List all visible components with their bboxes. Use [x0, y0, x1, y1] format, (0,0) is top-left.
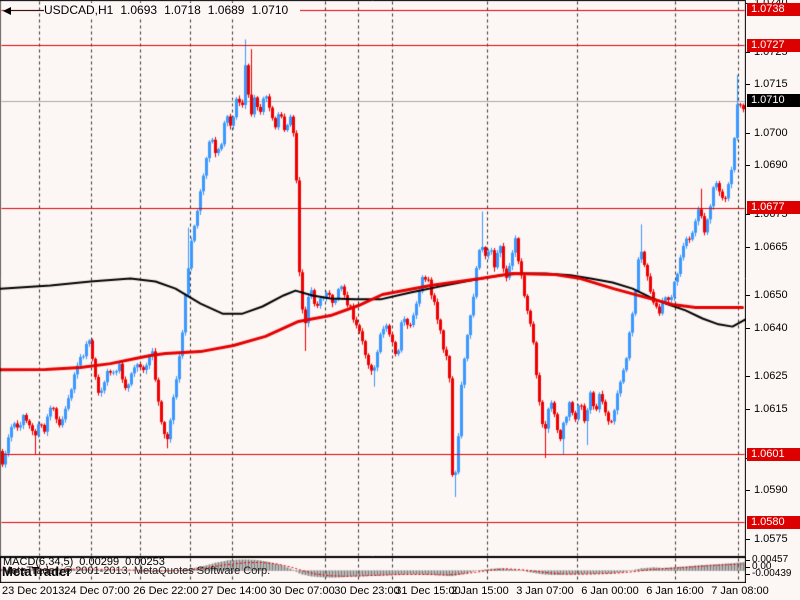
time-axis-label: 6 Jan 16:00 — [646, 585, 704, 597]
price-tick-label: 1.0690 — [754, 159, 788, 171]
time-axis-label: 31 Dec 15:00 — [395, 585, 461, 597]
macd-axis-label: -0.00439 — [752, 568, 792, 579]
watermark-brand: MetaTrader — [2, 564, 72, 579]
time-axis-label: 27 Dec 14:00 — [201, 585, 267, 597]
ohlc-close: 1.0710 — [251, 3, 289, 17]
price-tick-mark — [746, 490, 750, 491]
price-level-badge: 1.0580 — [747, 516, 800, 529]
price-level-badge: 1.0601 — [747, 448, 800, 461]
price-tick-mark — [746, 214, 750, 215]
ohlc-low: 1.0689 — [207, 3, 245, 17]
price-tick-mark — [746, 165, 750, 166]
time-axis-label: 3 Jan 07:00 — [516, 585, 574, 597]
time-axis-label: 6 Jan 00:00 — [581, 585, 639, 597]
time-axis-label: 30 Dec 23:00 — [334, 585, 400, 597]
price-tick-mark — [746, 133, 750, 134]
price-tick-label: 1.0575 — [754, 533, 788, 545]
ohlc-high: 1.0718 — [164, 3, 201, 17]
chart-shift-marker-icon[interactable] — [3, 7, 11, 15]
price-tick-label: 1.0675 — [754, 208, 788, 220]
chart-shift-line — [11, 10, 44, 11]
macd-axis-label: 0.00 — [752, 561, 772, 572]
price-tick-mark — [746, 52, 750, 53]
price-tick-mark — [746, 409, 750, 410]
price-tick-mark — [746, 247, 750, 248]
price-tick-label: 1.0625 — [754, 370, 788, 382]
ohlc-open: 1.0693 — [120, 3, 158, 17]
time-axis-label: 7 Jan 08:00 — [711, 585, 769, 597]
time-axis-label: 2 Jan 15:00 — [451, 585, 509, 597]
price-tick-mark — [746, 84, 750, 85]
time-axis-label: 30 Dec 07:00 — [269, 585, 335, 597]
time-axis-label: 23 Dec 2013 — [2, 585, 65, 597]
price-chart-canvas[interactable] — [0, 0, 746, 557]
macd-value-main: 0.00299 — [79, 556, 120, 568]
price-level-badge: 1.0677 — [747, 201, 800, 214]
macd-value-signal: 0.00253 — [125, 556, 165, 568]
watermark-copyright: MetaTrader, © 2001-2013, MetaQuotes Soft… — [2, 565, 271, 577]
symbol-period: USDCAD,H1 — [44, 3, 114, 17]
price-tick-mark — [746, 328, 750, 329]
macd-tick-mark — [746, 567, 750, 568]
macd-tick-mark — [746, 560, 750, 561]
macd-indicator-label: MACD(6,34,5) 0.00299 0.00253 — [3, 556, 171, 568]
price-tick-label: 1.0725 — [754, 46, 788, 58]
price-tick-label: 1.0615 — [754, 403, 788, 415]
price-level-badge: 1.0738 — [747, 3, 800, 16]
time-axis-label: 24 Dec 07:00 — [64, 585, 130, 597]
price-tick-label: 1.0590 — [754, 484, 788, 496]
price-tick-mark — [746, 295, 750, 296]
chart-title: USDCAD,H1 1.0693 1.0718 1.0689 1.0710 — [44, 3, 301, 17]
current-price-badge: 1.0710 — [747, 94, 800, 107]
macd-name: MACD(6,34,5) — [3, 556, 74, 568]
price-tick-label: 1.0715 — [754, 78, 788, 90]
macd-chart-canvas[interactable] — [0, 557, 746, 583]
price-tick-label: 1.0640 — [754, 322, 788, 334]
price-tick-mark — [746, 539, 750, 540]
price-tick-mark — [746, 376, 750, 377]
price-tick-label: 1.0665 — [754, 241, 788, 253]
time-axis-label: 26 Dec 22:00 — [133, 585, 199, 597]
price-tick-label: 1.0700 — [754, 127, 788, 139]
price-level-badge: 1.0727 — [747, 39, 800, 52]
price-tick-label: 1.0650 — [754, 289, 788, 301]
macd-tick-mark — [746, 574, 750, 575]
macd-axis-label: 0.00457 — [752, 554, 789, 565]
